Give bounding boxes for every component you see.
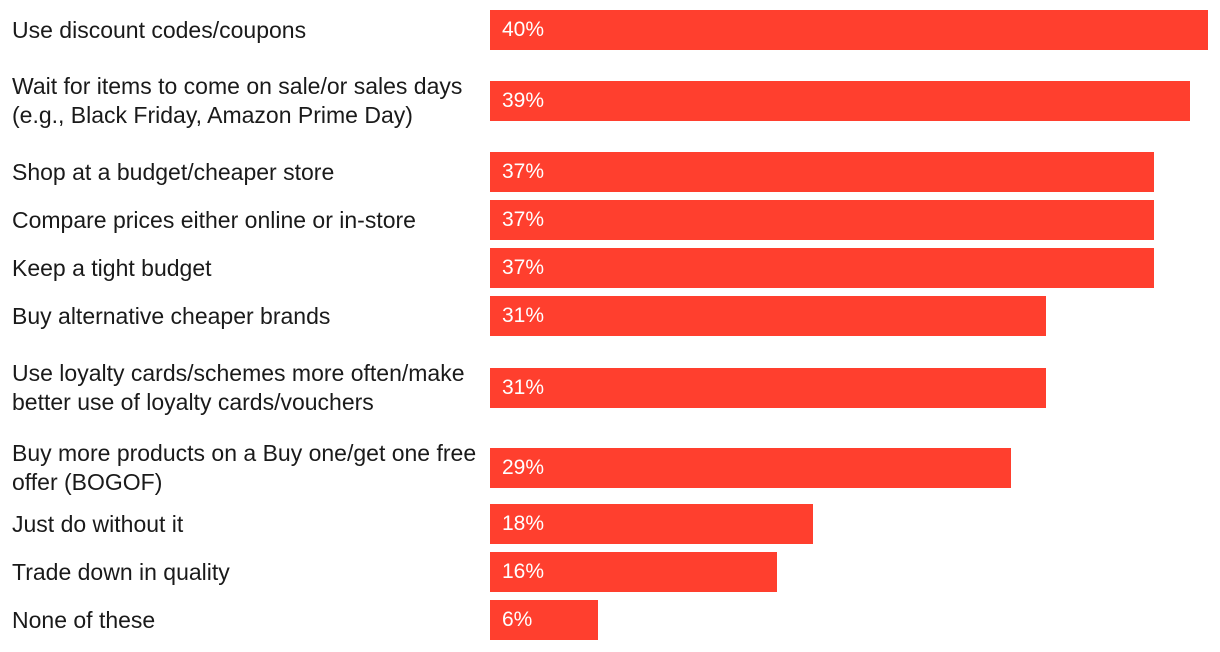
category-label: Trade down in quality	[12, 558, 230, 585]
category-label: Wait for items to come on sale/or sales …	[12, 73, 463, 128]
bar: 29%	[490, 448, 1011, 488]
data-label: 6%	[502, 608, 533, 631]
data-label: 31%	[502, 376, 545, 399]
bar: 31%	[490, 368, 1047, 408]
data-label: 31%	[502, 304, 545, 327]
bar: 37%	[490, 152, 1155, 192]
category-label: Keep a tight budget	[12, 254, 212, 281]
category-label: Buy more products on a Buy one/get one f…	[12, 440, 477, 495]
data-label: 37%	[502, 160, 545, 183]
data-label: 18%	[502, 512, 545, 535]
category-label: Buy alternative cheaper brands	[12, 302, 331, 329]
bar: 37%	[490, 200, 1155, 240]
data-label: 39%	[502, 89, 545, 112]
bar: 18%	[490, 504, 814, 544]
category-label: Compare prices either online or in-store	[12, 206, 416, 233]
category-label: Just do without it	[12, 510, 184, 537]
bar: 6%	[490, 600, 598, 640]
bar: 31%	[490, 296, 1047, 336]
bar: 40%	[490, 10, 1208, 50]
data-label: 29%	[502, 456, 545, 479]
bar: 37%	[490, 248, 1155, 288]
bar: 39%	[490, 81, 1191, 121]
category-label: Use loyalty cards/schemes more often/mak…	[12, 360, 465, 415]
bar: 16%	[490, 552, 778, 592]
category-label: None of these	[12, 606, 156, 633]
data-label: 37%	[502, 256, 545, 279]
data-label: 40%	[502, 18, 545, 41]
data-label: 16%	[502, 560, 545, 583]
data-label: 37%	[502, 208, 545, 231]
category-label: Use discount codes/coupons	[12, 16, 307, 43]
category-label: Shop at a budget/cheaper store	[12, 158, 335, 185]
